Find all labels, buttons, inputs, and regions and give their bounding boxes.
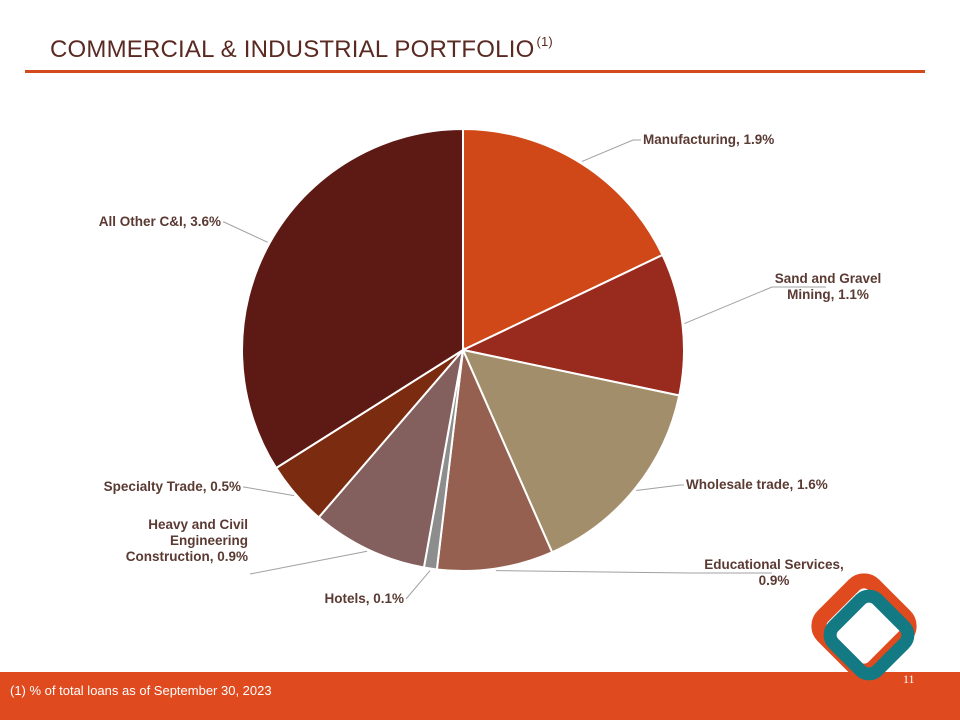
data-label-all-other-c-i: All Other C&I, 3.6% (99, 214, 221, 229)
leader-line-specialty-trade (243, 486, 295, 497)
pie-slice-heavy-and-civil-engineering-construction (317, 346, 465, 569)
pie-slice-wholesale-trade (461, 348, 681, 554)
data-label-hotels: Hotels, 0.1% (324, 591, 404, 606)
page-title: COMMERCIAL & INDUSTRIAL PORTFOLIO (1) (50, 34, 553, 64)
data-label-manufacturing: Manufacturing, 1.9% (643, 132, 774, 147)
leader-line-educational-services (495, 570, 772, 574)
pie-slice-all-other-c-i (241, 127, 464, 470)
title-divider (25, 70, 925, 73)
footnote: (1) % of total loans as of September 30,… (10, 683, 272, 698)
leader-line-wholesale-trade (636, 484, 684, 491)
leader-line-hotels (405, 570, 431, 600)
data-label-specialty-trade: Specialty Trade, 0.5% (104, 479, 241, 494)
pie-slice-sand-and-gravel-mining (459, 253, 685, 397)
data-label-educational-services: Educational Services, 0.9% (704, 557, 844, 588)
page-number: 11 (903, 672, 915, 686)
pie-chart: Manufacturing, 1.9% Sand and Gravel Mining… (99, 127, 882, 606)
leader-line-all-other-c-i (223, 221, 268, 243)
data-label-wholesale-trade: Wholesale trade, 1.6% (686, 477, 828, 492)
leader-line-manufacturing (581, 139, 641, 162)
data-label-sand-and-gravel-mining: Sand and Gravel Mining, 1.1% (775, 271, 882, 302)
leader-line-sand-and-gravel-mining (684, 286, 826, 325)
pie-slice-educational-services (435, 346, 554, 572)
pie-slice-manufacturing (462, 127, 664, 352)
data-label-heavy-and-civil-engineering-construction: Heavy and Civil Engineering Construction, … (126, 517, 248, 564)
page-title-text: COMMERCIAL & INDUSTRIAL PORTFOLIO (50, 36, 535, 63)
title-footnote-marker: (1) (536, 34, 553, 49)
footer-bar (0, 672, 960, 720)
leader-line-heavy-and-civil-engineering-construction (249, 550, 368, 575)
